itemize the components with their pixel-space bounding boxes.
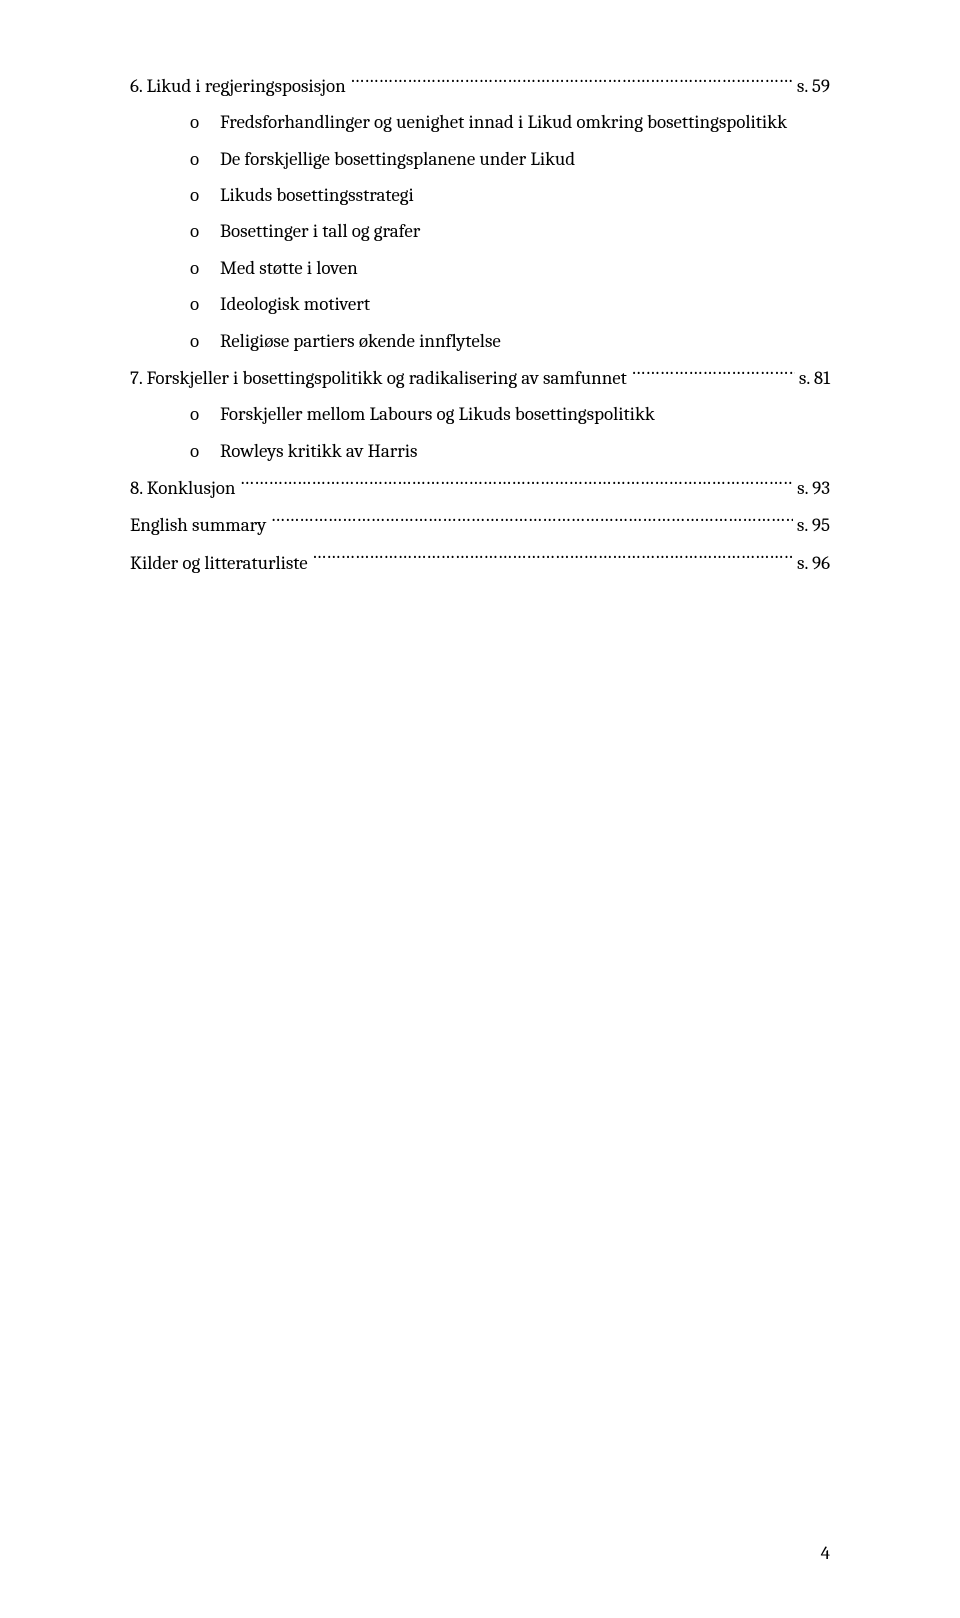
toc-subitem: o Ideologisk motivert [190, 289, 830, 319]
toc-dots [631, 362, 795, 384]
toc-subitem: o Forskjeller mellom Labours og Likuds b… [190, 399, 830, 429]
list-marker-icon: o [190, 144, 220, 174]
toc-entry-page: s. 59 [797, 71, 830, 101]
list-marker-icon: o [190, 107, 220, 137]
toc-subitem-text: Bosettinger i tall og grafer [220, 216, 830, 246]
toc-dots [240, 472, 794, 494]
document-page: 6. Likud i regjeringsposisjon s. 59 o Fr… [0, 0, 960, 1618]
toc-subitem-text: Fredsforhandlinger og uenighet innad i L… [220, 107, 830, 137]
toc-subitem: o Med støtte i loven [190, 253, 830, 283]
toc-subitem: o Likuds bosettingsstrategi [190, 180, 830, 210]
toc-dots [270, 509, 793, 531]
list-marker-icon: o [190, 180, 220, 210]
toc-subitem: o Fredsforhandlinger og uenighet innad i… [190, 107, 830, 137]
toc-subitem: o Religiøse partiers økende innflytelse [190, 326, 830, 356]
toc-subitem: o De forskjellige bosettingsplanene unde… [190, 144, 830, 174]
toc-sublist: o Fredsforhandlinger og uenighet innad i… [190, 107, 830, 356]
toc-entry: 8. Konklusjon s. 93 [130, 472, 830, 503]
toc-entry-page: s. 95 [797, 510, 830, 540]
list-marker-icon: o [190, 399, 220, 429]
list-marker-icon: o [190, 216, 220, 246]
toc-entry-label: English summary [130, 510, 266, 540]
toc-entry-page: s. 93 [797, 473, 830, 503]
list-marker-icon: o [190, 289, 220, 319]
toc-entry-label: 7. Forskjeller i bosettingspolitikk og r… [130, 363, 627, 393]
toc-entry-label: 8. Konklusjon [130, 473, 236, 503]
toc-subitem: o Bosettinger i tall og grafer [190, 216, 830, 246]
toc-entry-label: 6. Likud i regjeringsposisjon [130, 71, 346, 101]
toc-entry-page: s. 81 [799, 363, 830, 393]
toc-subitem-text: De forskjellige bosettingsplanene under … [220, 144, 830, 174]
toc-subitem-text: Religiøse partiers økende innflytelse [220, 326, 830, 356]
toc-subitem: o Rowleys kritikk av Harris [190, 436, 830, 466]
toc-entry-label: Kilder og litteraturliste [130, 548, 308, 578]
toc-dots [350, 70, 793, 92]
toc-subitem-text: Ideologisk motivert [220, 289, 830, 319]
toc-subitem-text: Med støtte i loven [220, 253, 830, 283]
toc-dots [312, 547, 793, 569]
toc-subitem-text: Rowleys kritikk av Harris [220, 436, 830, 466]
toc-subitem-text: Forskjeller mellom Labours og Likuds bos… [220, 399, 830, 429]
toc-entry: English summary s. 95 [130, 509, 830, 540]
list-marker-icon: o [190, 436, 220, 466]
toc-entry: Kilder og litteraturliste s. 96 [130, 547, 830, 578]
toc-sublist: o Forskjeller mellom Labours og Likuds b… [190, 399, 830, 466]
list-marker-icon: o [190, 326, 220, 356]
page-number: 4 [821, 1538, 830, 1568]
toc-entry: 6. Likud i regjeringsposisjon s. 59 [130, 70, 830, 101]
toc-subitem-text: Likuds bosettingsstrategi [220, 180, 830, 210]
toc-entry-page: s. 96 [797, 548, 830, 578]
toc-entry: 7. Forskjeller i bosettingspolitikk og r… [130, 362, 830, 393]
list-marker-icon: o [190, 253, 220, 283]
